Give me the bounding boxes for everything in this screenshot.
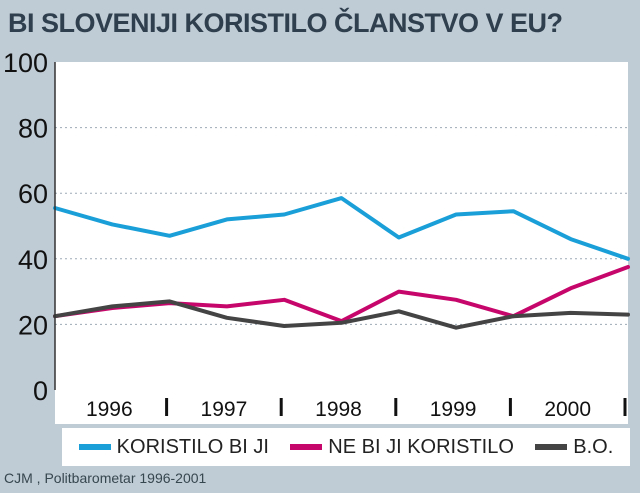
legend-label: KORISTILO BI JI [116, 435, 269, 458]
legend-item-koristilo: KORISTILO BI JI [78, 435, 269, 459]
x-tick-label: 2000 [544, 398, 591, 421]
legend-label: NE BI JI KORISTILO [328, 435, 514, 458]
legend-item-bo: B.O. [535, 436, 613, 459]
plot-area [55, 62, 628, 390]
y-tick-label: 0 [33, 376, 48, 406]
x-axis: 1996 1997 1998 1999 2000 [86, 398, 627, 421]
x-tick-label: 1998 [315, 398, 362, 421]
y-axis: 0 20 40 60 80 100 [3, 48, 56, 406]
series-line-0 [53, 196, 630, 261]
y-tick-label: 20 [18, 310, 48, 340]
legend: KORISTILO BI JI NE BI JI KORISTILO B.O. [62, 428, 630, 466]
y-tick-label: 80 [18, 114, 48, 144]
legend-swatch [290, 444, 323, 450]
series-line-2 [53, 299, 630, 330]
legend-swatch [78, 444, 111, 450]
y-tick-label: 60 [18, 179, 48, 209]
x-tick-label: 1997 [201, 398, 248, 421]
legend-label: B.O. [573, 435, 614, 458]
legend-swatch [535, 444, 568, 450]
chart-title: BI SLOVENIJI KORISTILO ČLANSTVO V EU? [8, 8, 563, 38]
x-tick-label: 1999 [430, 398, 477, 421]
x-axis-strip [55, 390, 628, 424]
y-tick-label: 100 [3, 48, 48, 78]
series-lines [53, 196, 630, 330]
y-tick-label: 40 [18, 245, 48, 275]
x-tick-label: 1996 [86, 398, 133, 421]
legend-item-ne-koristilo: NE BI JI KORISTILO [290, 436, 514, 459]
source-note: CJM , Politbarometar 1996-2001 [4, 470, 207, 486]
